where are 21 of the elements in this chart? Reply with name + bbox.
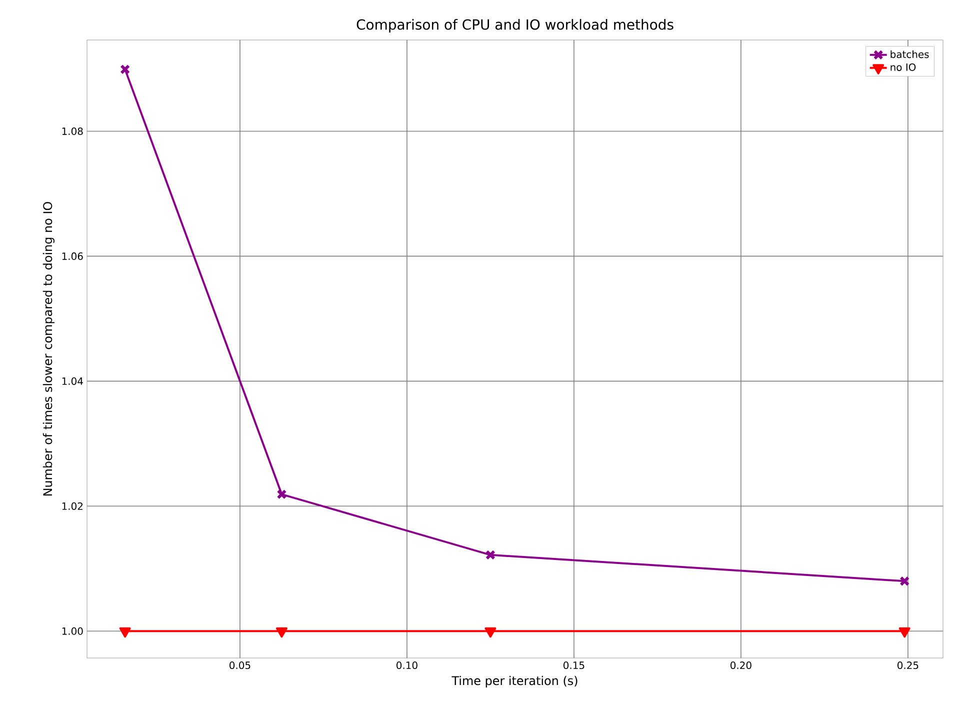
point (276, 489, 287, 500)
y-tick-label: 1.08 (62, 127, 83, 135)
y-tick-label: 1.04 (62, 377, 83, 385)
x-axis-title: Time per iteration (s) (452, 676, 578, 688)
y-tick-label: 1.00 (62, 627, 83, 635)
legend-label: no IO (890, 63, 916, 71)
point (119, 627, 131, 638)
x-tick-label: 0.05 (230, 662, 250, 670)
x-tick-label: 0.10 (396, 662, 418, 670)
y-tick-label: 1.02 (62, 502, 82, 510)
point (276, 627, 288, 638)
x-tick-label: 0.15 (564, 662, 584, 670)
x-tick-label: 0.25 (898, 662, 918, 670)
chart-title: Comparison of CPU and IO workload methods (356, 18, 674, 32)
point (898, 627, 910, 638)
legend-label: batches (890, 50, 929, 58)
point (485, 550, 496, 560)
point (484, 627, 496, 638)
x-tick-label: 0.20 (730, 662, 752, 670)
y-tick-label: 1.06 (62, 252, 83, 260)
y-axis-title: Number of times slower compared to doing no IO (42, 202, 54, 496)
